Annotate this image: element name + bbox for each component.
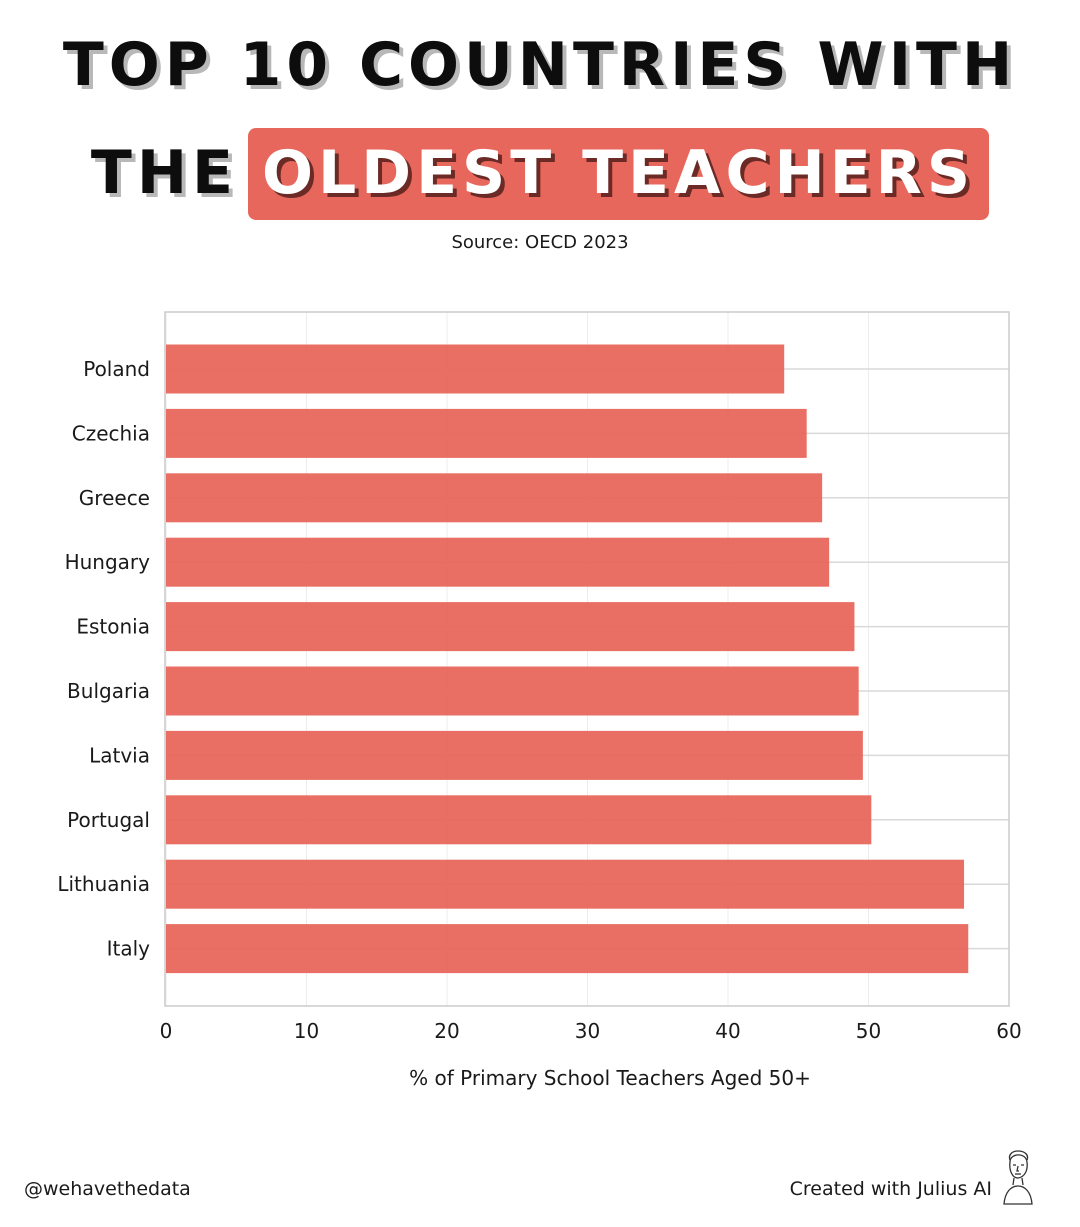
x-tick-label: 20 xyxy=(434,1019,459,1043)
x-tick-label: 60 xyxy=(996,1019,1021,1043)
y-tick-labels: Poland Czechia Greece Hungary Estonia Bulgari… xyxy=(57,357,150,961)
y-tick-label: Estonia xyxy=(76,615,150,639)
x-tick-label: 50 xyxy=(856,1019,881,1043)
bar-greece xyxy=(166,473,823,523)
y-tick-label: Portugal xyxy=(67,808,150,832)
y-tick-label: Bulgaria xyxy=(67,679,150,703)
y-tick-label: Latvia xyxy=(89,743,150,767)
y-tick-label: Greece xyxy=(79,486,150,510)
x-tick-label: 30 xyxy=(575,1019,600,1043)
bar-italy xyxy=(166,924,969,974)
social-handle: @wehavethedata xyxy=(24,1178,191,1200)
x-tick-label: 10 xyxy=(294,1019,319,1043)
x-tick-label: 0 xyxy=(160,1019,173,1043)
title-line-2: THE OLDEST TEACHERS xyxy=(0,128,1080,220)
bar-portugal xyxy=(166,795,872,845)
bar-latvia xyxy=(166,730,863,780)
bar-chart: Poland Czechia Greece Hungary Estonia Bulgari… xyxy=(57,311,1022,1090)
bar-lithuania xyxy=(166,859,965,909)
title-highlight: OLDEST TEACHERS xyxy=(248,128,990,220)
y-tick-label: Czechia xyxy=(72,421,150,445)
title-line-1: TOP 10 COUNTRIES WITH xyxy=(62,30,1018,100)
plot-frame xyxy=(164,311,1010,1007)
credit-text: Created with Julius AI xyxy=(789,1178,992,1200)
x-axis-title: % of Primary School Teachers Aged 50+ xyxy=(409,1066,811,1090)
bar-estonia xyxy=(166,602,855,652)
x-tick-labels: 0 10 20 30 40 50 60 xyxy=(160,1019,1022,1043)
x-tick-label: 40 xyxy=(715,1019,740,1043)
y-tick-label: Hungary xyxy=(65,550,151,574)
title-plain-word: THE xyxy=(90,138,239,208)
bars xyxy=(166,344,969,974)
y-tick-label: Poland xyxy=(83,357,150,381)
bar-czechia xyxy=(166,408,807,458)
bar-bulgaria xyxy=(166,666,859,716)
source-note: Source: OECD 2023 xyxy=(451,232,629,253)
julius-bust-icon xyxy=(1003,1150,1033,1205)
bar-hungary xyxy=(166,537,830,587)
y-tick-label: Lithuania xyxy=(57,872,150,896)
bar-poland xyxy=(166,344,785,394)
y-tick-label: Italy xyxy=(107,937,151,961)
